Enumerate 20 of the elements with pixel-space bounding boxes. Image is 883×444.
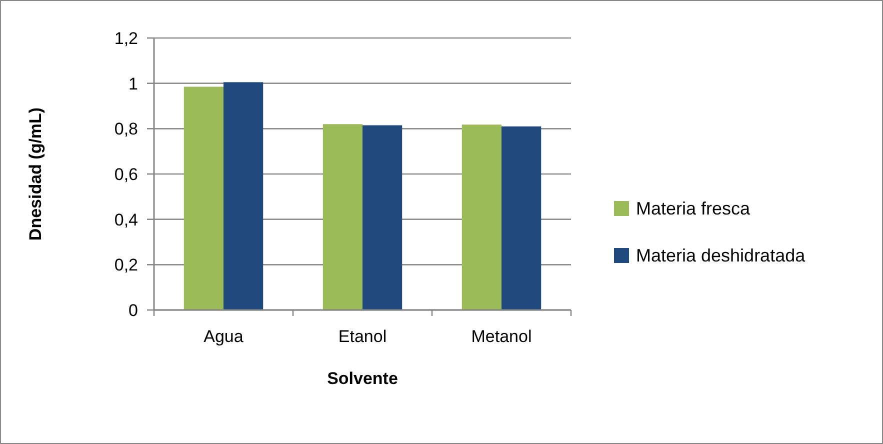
x-tick-label: Etanol (338, 327, 387, 346)
y-tick-label: 0,2 (114, 256, 138, 275)
x-tick-label: Agua (204, 327, 244, 346)
x-axis-title: Solvente (327, 369, 398, 388)
bar (362, 125, 402, 310)
legend-label: Materia deshidratada (636, 245, 806, 266)
y-tick-label: 0,6 (114, 164, 138, 184)
bar (184, 86, 224, 310)
y-tick-label: 1 (128, 74, 138, 94)
y-axis-title: Dnesidad (g/mL) (26, 107, 45, 241)
legend-label: Materia fresca (636, 198, 752, 218)
y-tick-label: 0,4 (114, 210, 138, 230)
bar (322, 124, 362, 310)
y-tick-label: 0,8 (114, 120, 138, 139)
bar (462, 124, 502, 310)
y-tick-label: 0 (128, 300, 138, 320)
x-tick-label: Metanol (471, 327, 532, 346)
bar (502, 126, 542, 310)
y-tick-label: 1,2 (114, 28, 138, 48)
bar (224, 82, 264, 310)
